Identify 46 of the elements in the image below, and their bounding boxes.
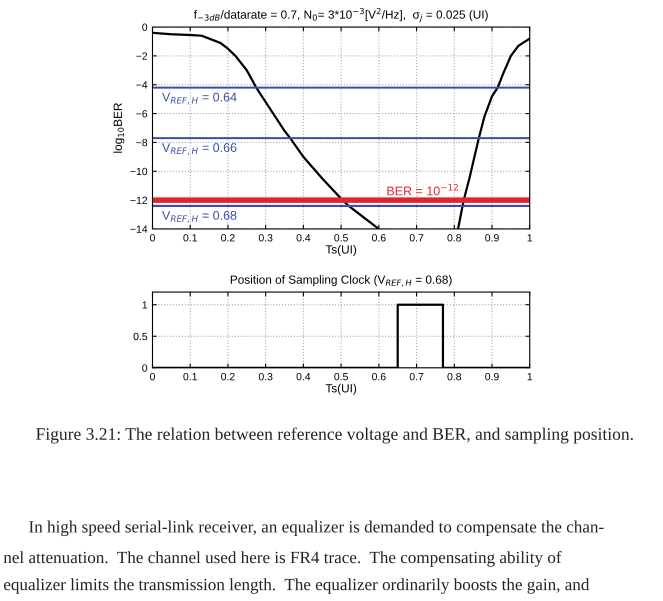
y-tick-label: −4	[136, 81, 148, 89]
y-tick-label: 0	[142, 364, 148, 372]
x-tick-label: 0.2	[221, 234, 235, 242]
x-tick-label: 0.8	[447, 234, 462, 242]
annotation: V$_{REF,H}$ = 0.64	[162, 92, 237, 104]
y-axis-title: log$_{10}$BER	[113, 103, 124, 153]
x-tick-label: 0.1	[183, 372, 197, 380]
annotation: V$_{REF,H}$ = 0.66	[162, 143, 236, 155]
caption: Figure 3.21: The relation between reference voltage and BER, and sampling position.	[36, 427, 633, 444]
x-tick-label: 1	[528, 234, 532, 242]
x-tick-label: 0.3	[258, 234, 272, 242]
x-tick-label: 0.6	[372, 234, 386, 242]
y-tick-label: −6	[136, 110, 148, 118]
text: nel attenuation. The channel used here is FR4 trace. The compensating ability of	[4, 551, 562, 567]
x-tick-label: 0	[150, 234, 155, 242]
chart-title: f$_{−3dB}$/datarate = 0.7, N$_{0}$= 3*10$^{−3}$[V$^{2}$/Hz], σ$_{j}$ = 0.025 (UI)	[194, 8, 488, 22]
x-tick-label: 0.4	[296, 234, 310, 242]
x-tick-label: 0.9	[485, 372, 499, 380]
y-tick-label: −8	[136, 138, 148, 146]
text: equalizer limits the transmission length. The equalizer ordinarily boosts the gain, and	[4, 578, 590, 594]
ref-line-label: BER = 10$^{−12}$	[387, 184, 458, 196]
x-tick-label: 0.6	[372, 372, 386, 380]
x-axis-title: Ts(UI)	[326, 384, 356, 395]
y-tick-label: 0.5	[134, 332, 148, 340]
x-tick-label: 0.7	[410, 234, 424, 242]
y-tick-label: −12	[130, 196, 148, 204]
x-tick-label: 0.5	[334, 234, 348, 242]
text: In high speed serial-link receiver, an equalizer is demanded to compensate the chan-	[29, 520, 604, 536]
x-tick-label: 0.7	[410, 372, 424, 380]
x-tick-label: 0.9	[485, 234, 499, 242]
x-tick-label: 0.5	[334, 372, 348, 380]
x-tick-label: 0.2	[221, 372, 235, 380]
y-tick-label: 0	[142, 24, 148, 31]
x-tick-label: 0.3	[258, 372, 272, 380]
y-tick-label: −10	[130, 168, 148, 176]
x-tick-label: 0	[150, 372, 155, 380]
chart-title: Position of Sampling Clock (V$_{REF,H}$ = 0.68)	[230, 275, 452, 287]
x-tick-label: 0.4	[296, 372, 310, 380]
x-axis-title: Ts(UI)	[326, 244, 356, 256]
y-tick-label: 1	[142, 301, 148, 308]
y-tick-label: −2	[136, 52, 148, 60]
x-tick-label: 0.1	[183, 234, 197, 242]
x-tick-label: 0.8	[447, 372, 462, 380]
x-tick-label: 1	[528, 373, 532, 380]
y-tick-label: −14	[130, 226, 148, 233]
annotation: V$_{REF,H}$ = 0.68	[162, 210, 236, 223]
